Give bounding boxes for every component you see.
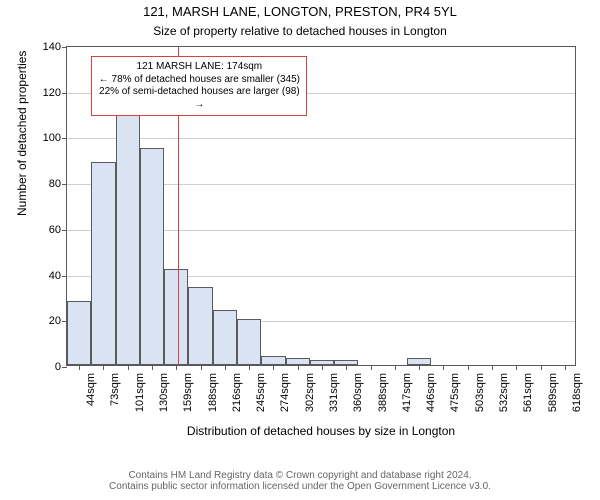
x-tick (346, 365, 347, 370)
y-tick-label: 40 (49, 270, 67, 282)
x-tick (176, 365, 177, 370)
x-tick-label: 130sqm (158, 373, 170, 412)
y-tick-label: 60 (49, 224, 67, 236)
x-tick (298, 365, 299, 370)
histogram-bar (116, 111, 140, 365)
y-tick-label: 120 (43, 87, 67, 99)
x-tick (516, 365, 517, 370)
histogram-bar (213, 310, 237, 365)
x-tick-label: 44sqm (85, 373, 97, 406)
x-tick (128, 365, 129, 370)
x-tick-label: 618sqm (571, 373, 583, 412)
x-tick (541, 365, 542, 370)
histogram-bar (140, 148, 164, 365)
histogram-bar (261, 356, 285, 365)
x-tick (492, 365, 493, 370)
histogram-bar (286, 358, 310, 365)
y-tick-label: 80 (49, 178, 67, 190)
x-tick-label: 245sqm (255, 373, 267, 412)
y-tick-label: 100 (43, 132, 67, 144)
gridline (67, 138, 575, 139)
x-tick-label: 159sqm (182, 373, 194, 412)
chart-subtitle: Size of property relative to detached ho… (0, 24, 600, 38)
histogram-bar (67, 301, 91, 365)
plot-area: 02040608010012014044sqm73sqm101sqm130sqm… (66, 46, 576, 366)
x-tick-label: 589sqm (547, 373, 559, 412)
x-tick-label: 101sqm (134, 373, 146, 412)
x-tick (79, 365, 80, 370)
histogram-bar (407, 358, 431, 365)
x-tick-label: 73sqm (109, 373, 121, 406)
x-tick (201, 365, 202, 370)
x-tick (565, 365, 566, 370)
y-axis-title: Number of detached properties (15, 196, 29, 216)
y-tick-label: 140 (43, 41, 67, 53)
annotation-line: 22% of semi-detached houses are larger (… (98, 86, 300, 111)
x-tick-label: 216sqm (231, 373, 243, 412)
x-tick-label: 274sqm (279, 373, 291, 412)
x-tick (468, 365, 469, 370)
annotation-line: 121 MARSH LANE: 174sqm (98, 61, 300, 74)
x-tick (443, 365, 444, 370)
annotation-box: 121 MARSH LANE: 174sqm← 78% of detached … (91, 56, 307, 116)
x-tick-label: 302sqm (304, 373, 316, 412)
x-tick-label: 532sqm (498, 373, 510, 412)
footer: Contains HM Land Registry data © Crown c… (0, 470, 600, 492)
x-tick-label: 331sqm (328, 373, 340, 412)
histogram-bar (164, 269, 188, 365)
x-tick (371, 365, 372, 370)
histogram-bar (188, 287, 212, 365)
x-tick (152, 365, 153, 370)
histogram-bar (91, 162, 115, 365)
x-tick-label: 360sqm (352, 373, 364, 412)
x-tick (225, 365, 226, 370)
footer-line-2: Contains public sector information licen… (0, 481, 600, 492)
chart-title: 121, MARSH LANE, LONGTON, PRESTON, PR4 5… (0, 4, 600, 19)
x-tick-label: 446sqm (425, 373, 437, 412)
chart-container: 121, MARSH LANE, LONGTON, PRESTON, PR4 5… (0, 0, 600, 500)
x-tick (249, 365, 250, 370)
y-tick-label: 0 (55, 361, 67, 373)
x-tick (395, 365, 396, 370)
y-tick-label: 20 (49, 315, 67, 327)
x-tick-label: 388sqm (377, 373, 389, 412)
x-tick-label: 503sqm (474, 373, 486, 412)
x-tick (103, 365, 104, 370)
x-tick (419, 365, 420, 370)
x-tick-label: 475sqm (449, 373, 461, 412)
x-tick (273, 365, 274, 370)
x-tick-label: 188sqm (207, 373, 219, 412)
x-axis-title: Distribution of detached houses by size … (66, 424, 576, 438)
histogram-bar (237, 319, 261, 365)
annotation-line: ← 78% of detached houses are smaller (34… (98, 74, 300, 87)
footer-line-1: Contains HM Land Registry data © Crown c… (0, 470, 600, 481)
x-tick-label: 561sqm (522, 373, 534, 412)
x-tick (322, 365, 323, 370)
x-tick-label: 417sqm (401, 373, 413, 412)
